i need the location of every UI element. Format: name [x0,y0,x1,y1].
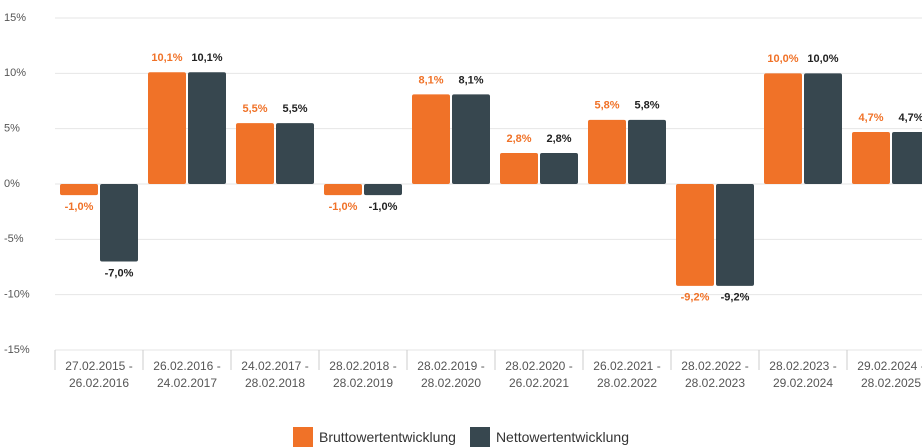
bar [412,94,450,184]
bar [324,184,362,196]
bar [852,131,890,184]
value-label: -9,2% [721,292,750,304]
bar [188,72,226,184]
value-label: 2,8% [506,133,531,145]
bar [540,153,578,184]
value-label: 5,8% [634,100,659,112]
value-label: 5,8% [594,100,619,112]
y-tick-label: -15% [4,344,30,356]
value-label: 10,1% [151,52,182,64]
value-label: -9,2% [681,292,710,304]
x-tick-label: 24.02.2017 - 28.02.2018 [241,359,309,390]
value-label: -7,0% [105,267,134,279]
bar [236,123,274,184]
value-label: 10,0% [767,53,798,65]
y-tick-label: 5% [4,123,20,135]
bar [276,123,314,184]
y-tick-label: -10% [4,289,30,301]
x-tick-label: 28.02.2022 - 28.02.2023 [681,359,749,390]
y-tick-label: 0% [4,178,20,190]
legend-label: Bruttowertentwicklung [318,429,456,445]
bar [588,119,626,184]
y-tick-label: 10% [4,67,26,79]
legend-item: Nettowertentwicklung [469,427,629,447]
x-tick-label: 28.02.2020 - 26.02.2021 [505,359,573,390]
value-label: 10,0% [807,53,838,65]
x-tick-label: 28.02.2023 - 29.02.2024 [769,359,837,390]
legend-item: Bruttowertentwicklung [292,427,456,447]
value-label: 4,7% [898,112,922,124]
value-label: 8,1% [418,74,443,86]
bar [764,73,802,184]
bar [716,184,754,286]
value-label: -1,0% [369,201,398,213]
x-tick-label: 28.02.2018 - 28.02.2019 [329,359,397,390]
value-label: 4,7% [858,112,883,124]
legend-label: Nettowertentwicklung [495,429,629,445]
value-label: 5,5% [282,103,307,115]
bar [804,73,842,184]
bar [148,72,186,184]
bar [892,131,922,184]
value-label: -1,0% [65,201,94,213]
x-tick-label: 26.02.2021 - 28.02.2022 [593,359,661,390]
x-tick-label: 29.02.2024 - 28.02.2025 [857,359,922,390]
bar [60,184,98,196]
x-tick-label: 28.02.2019 - 28.02.2020 [417,359,485,390]
value-label: 2,8% [546,133,571,145]
plot: -15% -10% -5% 0% 5% 10% 15% -1,0% 10,1% 5,5% -1,0%… [4,12,922,370]
x-tick-label: 26.02.2016 - 24.02.2017 [153,359,221,390]
bar [100,184,138,262]
x-tick-label: 27.02.2015 - 26.02.2016 [65,359,133,390]
value-label: 5,5% [242,103,267,115]
legend-swatch [469,427,490,447]
value-label: -1,0% [329,201,358,213]
bar [500,153,538,184]
legend: Bruttowertentwicklung Nettowertentwicklun… [0,427,922,447]
y-tick-label: -5% [4,233,24,245]
legend-swatch [292,427,313,447]
bar [628,119,666,184]
value-label: 8,1% [458,74,483,86]
bar [676,184,714,286]
bar [364,184,402,196]
bar [452,94,490,184]
value-label: 10,1% [191,52,222,64]
y-tick-label: 15% [4,12,26,24]
